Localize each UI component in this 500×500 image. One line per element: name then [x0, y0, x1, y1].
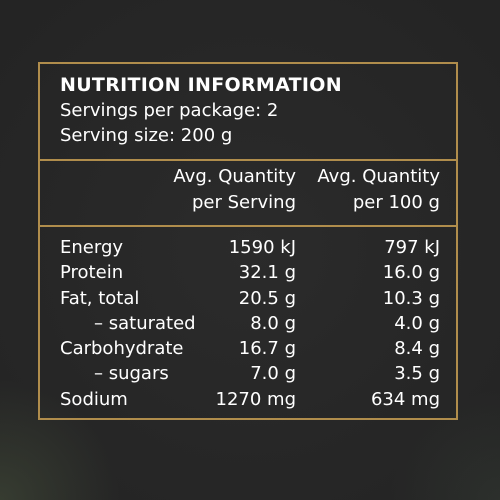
panel-title: NUTRITION INFORMATION — [60, 74, 342, 96]
table-row-carbohydrate: Carbohydrate 16.7 g 8.4 g — [40, 336, 456, 361]
table-row-sugars: – sugars 7.0 g 3.5 g — [40, 361, 456, 386]
nutrient-name: Protein — [60, 262, 124, 284]
nutrient-name: Sodium — [60, 388, 128, 410]
per-serving-value: 1270 mg — [215, 388, 297, 410]
divider-bottom — [40, 225, 456, 227]
per-serving-value: 8.0 g — [250, 312, 296, 334]
column-header-per-serving-line1: Avg. Quantity — [173, 166, 296, 187]
per-serving-value: 32.1 g — [238, 262, 296, 284]
per-100g-value: 3.5 g — [394, 363, 440, 385]
per-100g-value: 16.0 g — [382, 262, 440, 284]
per-serving-value: 1590 kJ — [228, 237, 296, 258]
per-100g-value: 10.3 g — [382, 287, 440, 309]
serving-size: Serving size: 200 g — [60, 125, 233, 146]
per-100g-value: 797 kJ — [384, 237, 440, 258]
table-row-energy: Energy 1590 kJ 797 kJ — [40, 235, 456, 260]
nutrient-name: Energy — [60, 237, 124, 258]
column-header-per-serving-line2: per Serving — [191, 192, 296, 213]
per-serving-value: 20.5 g — [238, 287, 296, 309]
per-serving-value: 7.0 g — [250, 363, 296, 385]
per-100g-value: 4.0 g — [394, 312, 440, 334]
table-row-fat-total: Fat, total 20.5 g 10.3 g — [40, 286, 456, 311]
divider-top — [40, 159, 456, 161]
per-100g-value: 8.4 g — [394, 338, 440, 360]
table-row-sodium: Sodium 1270 mg 634 mg — [40, 387, 456, 412]
column-header-per-serving: Avg. Quantity per Serving — [173, 164, 296, 216]
per-serving-value: 16.7 g — [238, 338, 296, 360]
nutrient-name: Carbohydrate — [60, 338, 184, 360]
servings-per-package: Servings per package: 2 — [60, 100, 279, 121]
nutrient-table: Energy 1590 kJ 797 kJ Protein 32.1 g 16.… — [40, 235, 456, 412]
column-header-per-100g: Avg. Quantity per 100 g — [317, 164, 440, 216]
column-header-per-100g-line2: per 100 g — [352, 192, 440, 213]
nutrition-panel: NUTRITION INFORMATION Servings per packa… — [38, 62, 458, 420]
nutrient-name: – sugars — [94, 363, 169, 385]
nutrient-name: – saturated — [94, 312, 196, 334]
table-row-protein: Protein 32.1 g 16.0 g — [40, 260, 456, 285]
column-header-per-100g-line1: Avg. Quantity — [317, 166, 440, 187]
nutrient-name: Fat, total — [60, 287, 140, 309]
per-100g-value: 634 mg — [370, 388, 440, 410]
table-row-saturated: – saturated 8.0 g 4.0 g — [40, 311, 456, 336]
